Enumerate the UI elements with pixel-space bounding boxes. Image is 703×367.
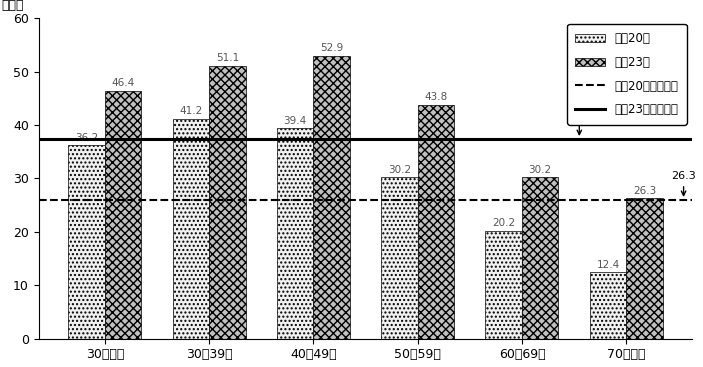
Bar bbox=[418, 105, 454, 339]
Text: 36.2: 36.2 bbox=[75, 133, 98, 143]
Bar bbox=[68, 145, 105, 339]
Text: 43.8: 43.8 bbox=[425, 92, 448, 102]
Text: 39.4: 39.4 bbox=[283, 116, 307, 126]
Bar bbox=[314, 56, 350, 339]
Text: 26.3: 26.3 bbox=[633, 186, 656, 196]
Text: 26.3: 26.3 bbox=[671, 171, 696, 196]
Text: 51.1: 51.1 bbox=[216, 53, 239, 63]
Legend: 平成20年, 平成23年, 平成20年（平均）, 平成23年（平均）: 平成20年, 平成23年, 平成20年（平均）, 平成23年（平均） bbox=[567, 24, 687, 124]
Text: 41.2: 41.2 bbox=[179, 106, 202, 116]
Y-axis label: （％）: （％） bbox=[1, 0, 24, 12]
Text: 30.2: 30.2 bbox=[529, 165, 552, 175]
Bar bbox=[381, 177, 418, 339]
Text: 20.2: 20.2 bbox=[492, 218, 515, 228]
Text: 30.2: 30.2 bbox=[388, 165, 411, 175]
Text: 37.4: 37.4 bbox=[567, 110, 592, 135]
Text: 52.9: 52.9 bbox=[320, 43, 343, 54]
Bar bbox=[486, 231, 522, 339]
Bar bbox=[626, 198, 663, 339]
Bar bbox=[209, 66, 245, 339]
Text: 12.4: 12.4 bbox=[596, 260, 619, 270]
Bar bbox=[105, 91, 141, 339]
Bar bbox=[522, 177, 558, 339]
Bar bbox=[173, 119, 209, 339]
Text: 46.4: 46.4 bbox=[112, 78, 135, 88]
Bar bbox=[277, 128, 314, 339]
Bar bbox=[590, 272, 626, 339]
